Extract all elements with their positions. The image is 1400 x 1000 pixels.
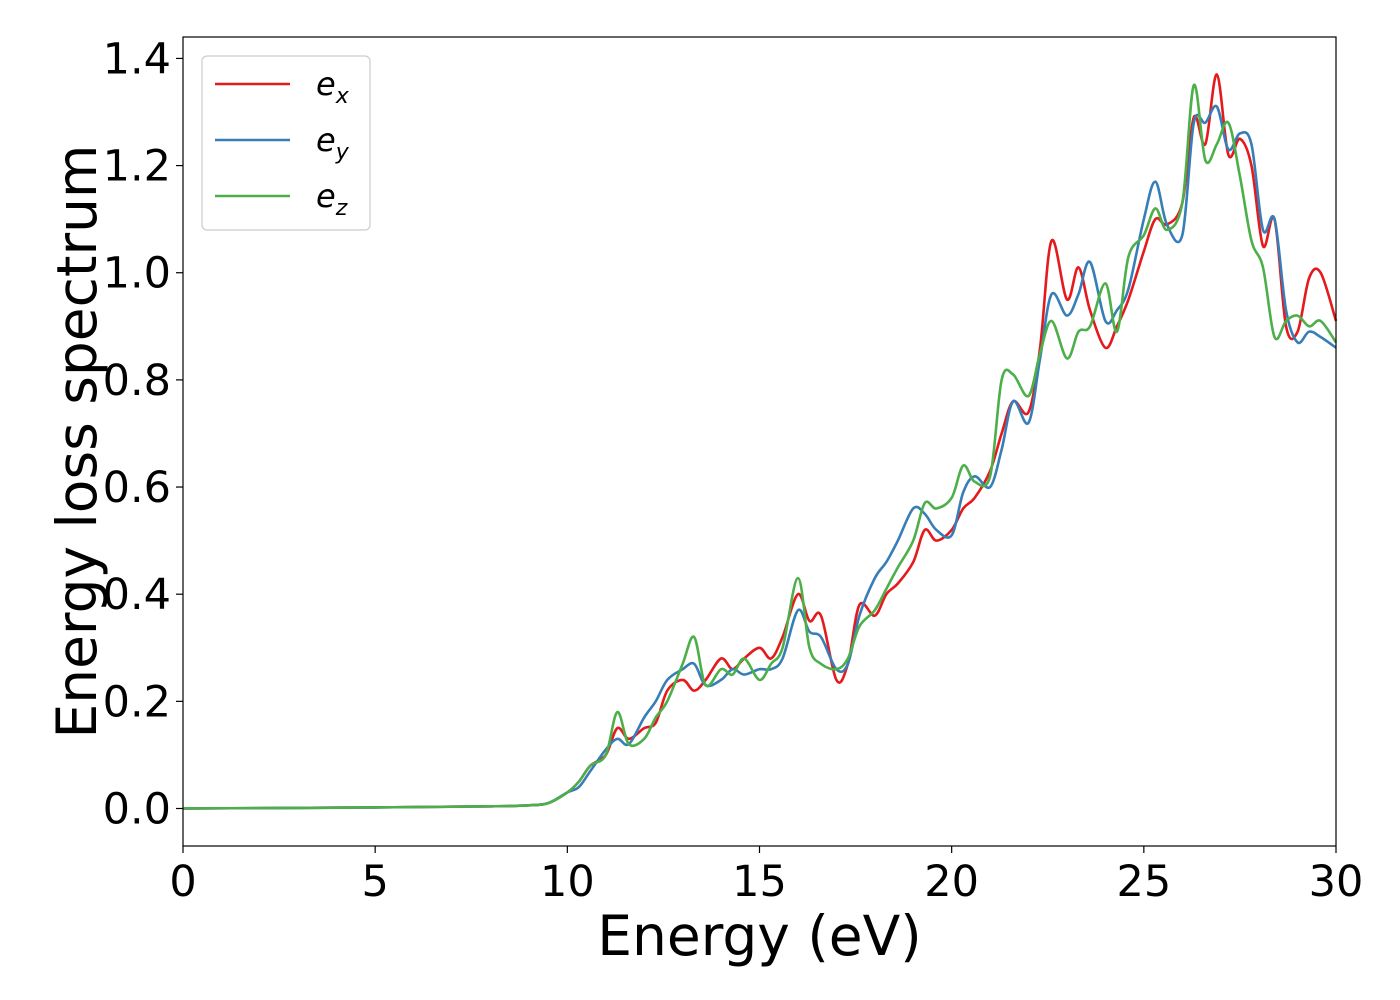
y-tick-label: 0.0 <box>103 784 171 834</box>
x-tick-label: 0 <box>169 857 196 907</box>
legend-entry-base: e <box>316 121 336 159</box>
legend-entry-base: e <box>316 177 336 215</box>
x-tick-label: 10 <box>540 857 595 907</box>
series-line-z <box>182 83 1338 810</box>
legend-entry-z: ez <box>316 177 348 221</box>
legend-entry-subscript: z <box>335 196 348 221</box>
legend-entry-y: ey <box>316 121 350 165</box>
y-tick-label: 0.8 <box>103 356 171 406</box>
y-tick-label: 1.2 <box>103 142 171 192</box>
y-axis: 0.0 0.2 0.4 0.6 0.8 1.0 1.2 1.4 <box>103 34 183 834</box>
legend-entry-subscript: x <box>335 84 350 109</box>
y-tick-label: 0.2 <box>103 677 171 727</box>
x-tick-label: 20 <box>924 857 979 907</box>
y-tick-label: 0.6 <box>103 463 171 513</box>
legend-entry-x: ex <box>316 65 350 109</box>
x-tick-label: 30 <box>1309 857 1364 907</box>
legend-box <box>201 55 371 231</box>
x-tick-label: 5 <box>361 857 388 907</box>
y-tick-label: 1.4 <box>103 34 171 84</box>
legend-entry-base: e <box>316 65 336 103</box>
x-tick-label: 15 <box>732 857 787 907</box>
legend-entry-subscript: y <box>335 140 350 165</box>
y-axis-label: Energy loss spectrum <box>45 144 109 738</box>
x-tick-label: 25 <box>1116 857 1171 907</box>
x-axis: 0 5 10 15 20 25 30 <box>169 846 1363 907</box>
x-axis-label: Energy (eV) <box>597 904 921 968</box>
series-layer <box>182 73 1338 810</box>
series-line-y <box>182 104 1337 810</box>
y-tick-label: 1.0 <box>103 249 171 299</box>
y-tick-label: 0.4 <box>103 570 171 620</box>
